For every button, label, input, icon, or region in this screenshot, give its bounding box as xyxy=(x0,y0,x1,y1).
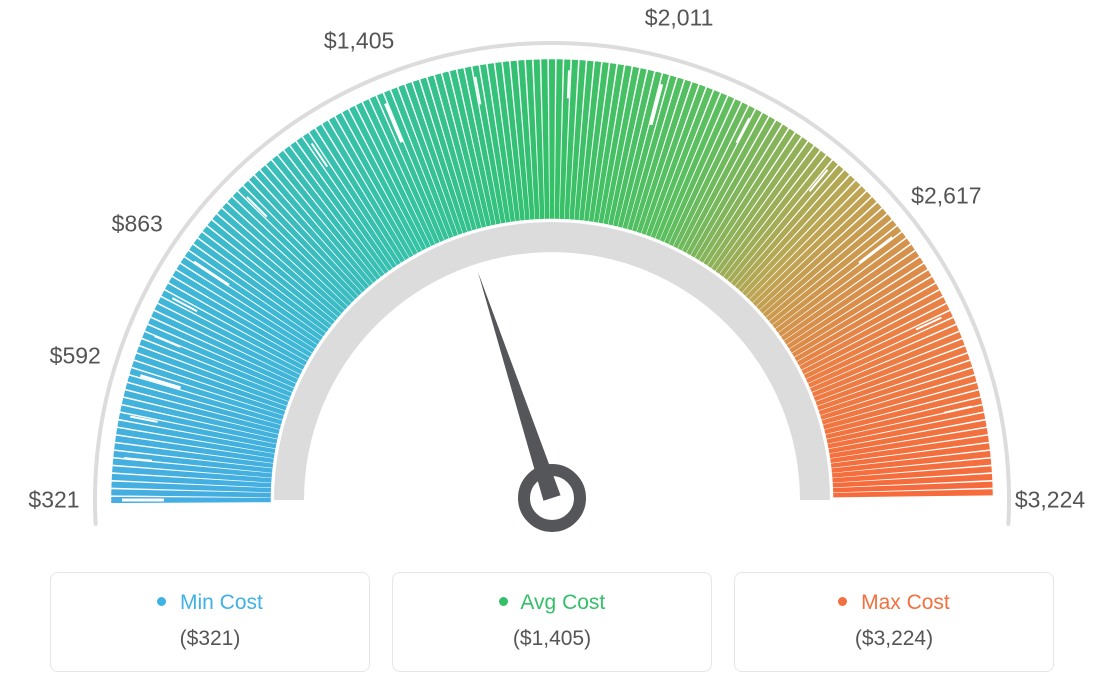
dot-icon xyxy=(499,597,508,606)
legend-title-avg: Avg Cost xyxy=(403,591,701,615)
gauge-area: $321 $592 $863 $1,405 $2,011 $2,617 $3,224 xyxy=(0,0,1104,560)
dot-icon xyxy=(838,597,847,606)
legend-title-min: Min Cost xyxy=(61,591,359,615)
inner-rim xyxy=(274,222,830,500)
legend-value-avg: ($1,405) xyxy=(403,627,701,651)
legend-card-max: Max Cost ($3,224) xyxy=(734,572,1054,672)
legend-value-max: ($3,224) xyxy=(745,627,1043,651)
legend-title-text: Max Cost xyxy=(861,591,950,614)
tick-label: $863 xyxy=(112,211,163,238)
legend-title-text: Avg Cost xyxy=(520,591,605,614)
dot-icon xyxy=(157,597,166,606)
legend-value-min: ($321) xyxy=(61,627,359,651)
gauge-svg xyxy=(0,0,1104,560)
tick-label: $321 xyxy=(28,487,79,514)
legend-title-text: Min Cost xyxy=(180,591,263,614)
chart-root: $321 $592 $863 $1,405 $2,011 $2,617 $3,224 Min… xyxy=(0,0,1104,690)
legend-card-min: Min Cost ($321) xyxy=(50,572,370,672)
minor-tick xyxy=(568,70,569,98)
gauge-slice xyxy=(550,60,555,218)
legend-card-avg: Avg Cost ($1,405) xyxy=(392,572,712,672)
legend-row: Min Cost ($321) Avg Cost ($1,405) Max Co… xyxy=(0,572,1104,672)
tick-label: $1,405 xyxy=(324,27,394,54)
tick-label: $2,011 xyxy=(645,5,714,32)
tick-label: $3,224 xyxy=(1015,487,1085,514)
tick-label: $2,617 xyxy=(911,182,981,209)
legend-title-max: Max Cost xyxy=(745,591,1043,615)
tick-label: $592 xyxy=(50,343,101,370)
